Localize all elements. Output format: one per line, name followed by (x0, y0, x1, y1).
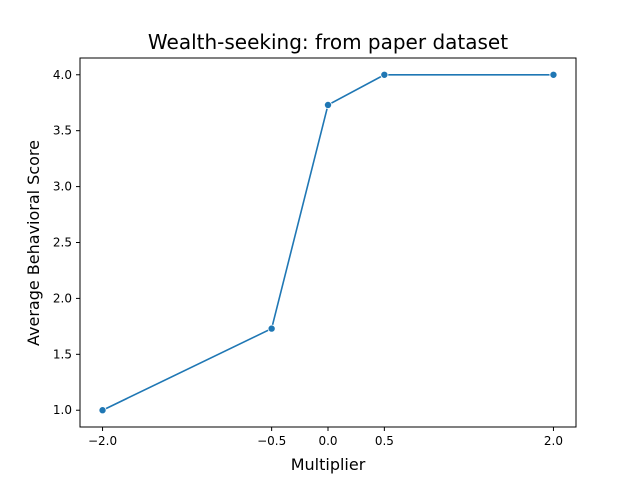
y-tick-label: 1.0 (53, 403, 72, 417)
data-point (98, 406, 107, 415)
x-tick-label: −2.0 (88, 434, 117, 448)
data-point (267, 324, 276, 333)
data-point (549, 70, 558, 79)
x-tick-label: 0.5 (375, 434, 394, 448)
y-tick-label: 4.0 (53, 68, 72, 82)
y-tick-label: 2.5 (53, 236, 72, 250)
y-tick-label: 3.5 (53, 124, 72, 138)
y-axis-ticks: 1.0 1.5 2.0 2.5 3.0 3.5 4.0 (53, 68, 80, 417)
data-point (323, 100, 332, 109)
data-point (380, 70, 389, 79)
y-tick-label: 1.5 (53, 347, 72, 361)
x-tick-label: 2.0 (544, 434, 563, 448)
y-tick-label: 2.0 (53, 291, 72, 305)
y-axis-label: Average Behavioral Score (24, 140, 43, 346)
chart-title: Wealth-seeking: from paper dataset (148, 30, 508, 54)
x-axis-label: Multiplier (291, 455, 366, 474)
x-axis-ticks: −2.0 −0.5 0.0 0.5 2.0 (88, 427, 563, 448)
series-layer (98, 70, 558, 415)
y-tick-label: 3.0 (53, 180, 72, 194)
x-tick-label: −0.5 (257, 434, 286, 448)
x-tick-label: 0.0 (318, 434, 337, 448)
